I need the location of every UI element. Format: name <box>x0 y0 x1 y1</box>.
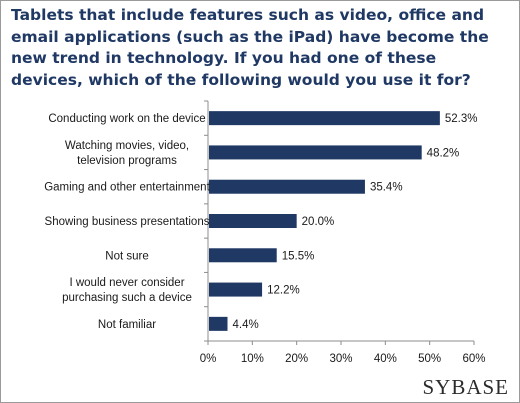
data-label: 15.5% <box>282 250 315 262</box>
bar <box>209 179 365 194</box>
data-label: 12.2% <box>267 285 300 297</box>
bar <box>209 111 440 126</box>
data-label: 20.0% <box>302 216 335 228</box>
category-label: Showing business presentations <box>45 216 210 228</box>
data-label: 48.2% <box>427 147 460 159</box>
bar <box>209 145 422 160</box>
data-label: 35.4% <box>370 182 403 194</box>
bar <box>209 248 277 263</box>
category-label: Watching movies, video, <box>65 140 189 152</box>
category-label: television programs <box>77 155 177 167</box>
x-tick-label: 30% <box>329 353 352 365</box>
x-tick-label: 40% <box>374 353 397 365</box>
data-label: 4.4% <box>233 319 259 331</box>
bar <box>209 316 228 331</box>
category-label: Not sure <box>105 250 148 262</box>
x-tick-label: 50% <box>418 353 441 365</box>
category-label: Gaming and other entertainment <box>44 182 210 194</box>
bar <box>209 214 297 228</box>
data-label: 52.3% <box>445 113 478 125</box>
category-label: Conducting work on the device <box>48 113 205 125</box>
x-tick-label: 10% <box>241 353 264 365</box>
x-tick-label: 60% <box>462 353 485 365</box>
category-label: I would never consider <box>69 277 184 289</box>
chart-title: Tablets that include features such as vi… <box>11 6 489 89</box>
sybase-logo: SYBASE <box>422 375 509 399</box>
bar <box>209 282 263 297</box>
category-label: Not familiar <box>98 319 156 331</box>
x-tick-label: 0% <box>200 353 217 365</box>
category-label: purchasing such a device <box>62 292 192 304</box>
x-tick-label: 20% <box>285 353 308 365</box>
